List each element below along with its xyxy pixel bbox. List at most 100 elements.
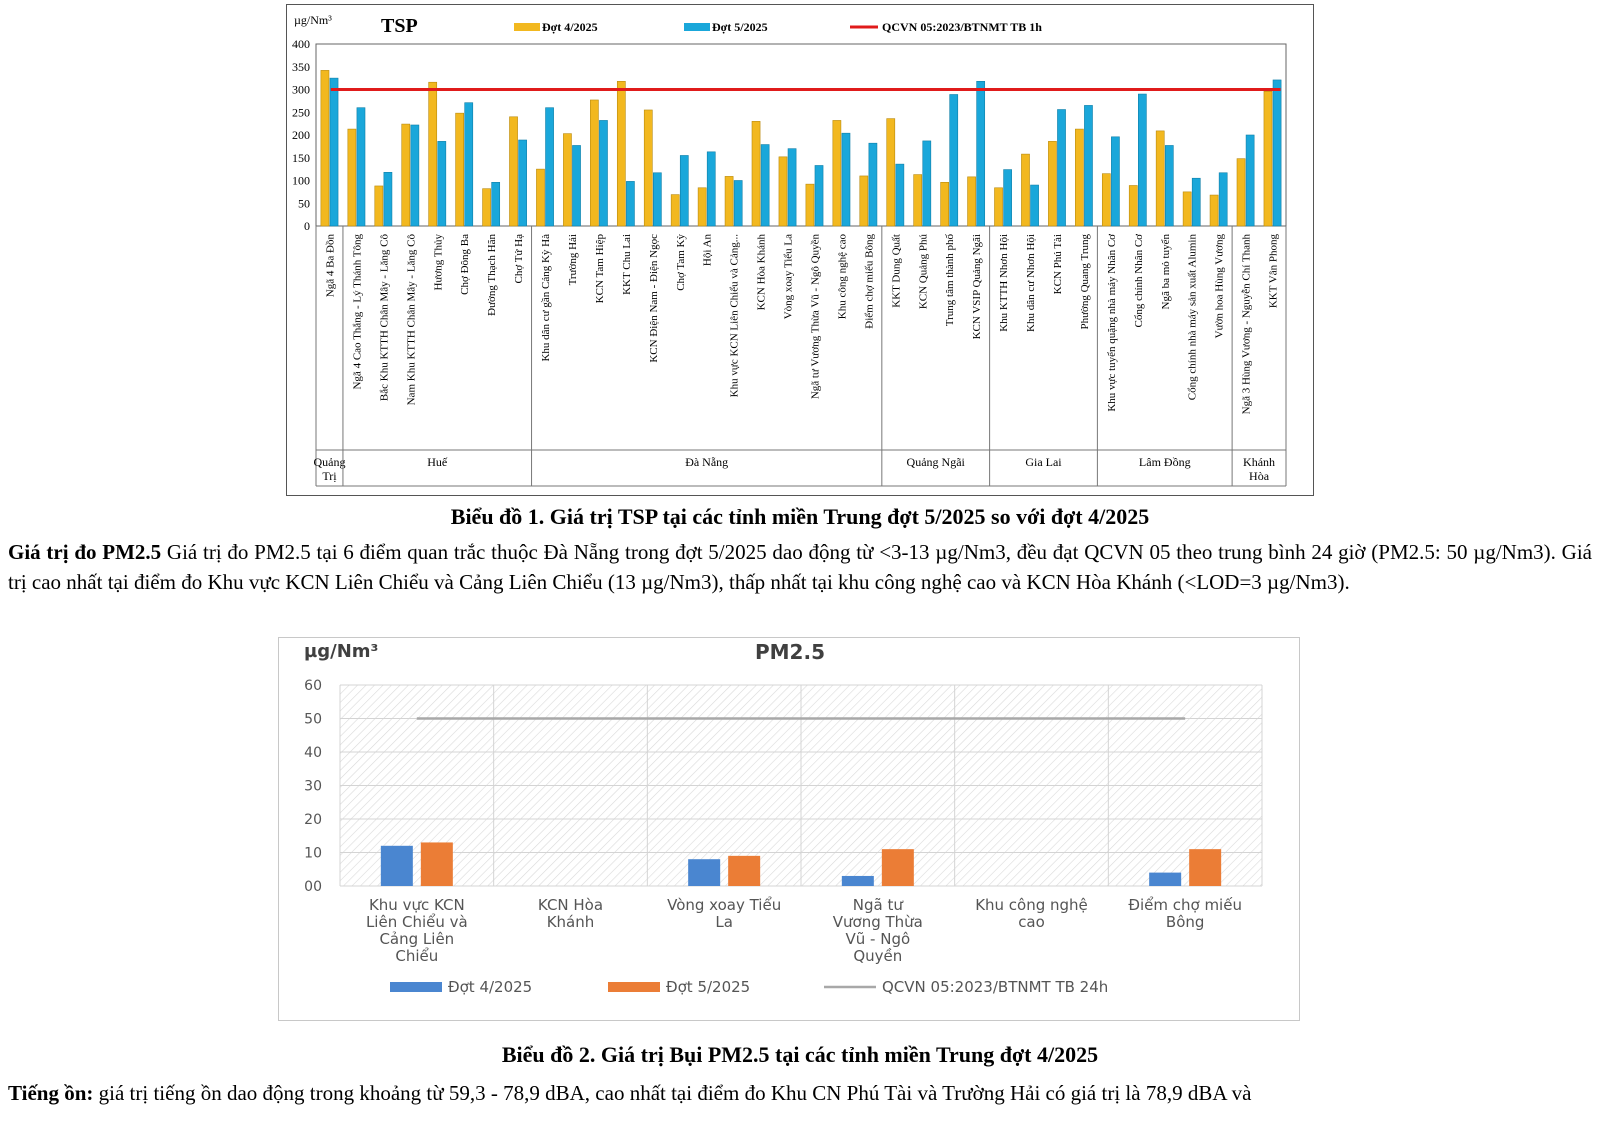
chart1-y-unit: µg/Nm³ [294,13,332,27]
chart1-bar-s1 [509,116,518,227]
chart1-bar-s2 [1272,79,1282,227]
chart1-bar-s2 [383,172,393,227]
chart1-y-tick-label: 250 [292,105,310,119]
chart1-bar-s1 [859,175,869,227]
chart1-bar-s1 [1182,191,1192,227]
chart2-category-line: Vương Thừa [833,913,923,931]
chart1-bar-s1 [590,99,599,227]
chart2-category-label: Vòng xoay Tiểu La [667,896,781,931]
chart1-bar-s1 [724,176,734,227]
chart2-legend-reflabel: QCVN 05:2023/BTNMT TB 24h [882,978,1108,996]
chart2-category-label: Khu vực KCN Liên Chiểu và Cảng Liên Chiểu [366,896,468,965]
chart1-legend-label-2: Đợt 5/2025 [712,20,768,34]
chart1-y-tick-label: 400 [292,37,310,51]
chart1-bar-s2 [922,140,932,227]
chart1-bar-s2 [976,81,986,227]
chart2-category-label: Điểm chợ miếu Bông [1128,896,1242,931]
chart1-plot-area [315,43,1287,227]
chart1-category-label: Khu vực KCN Liên Chiểu và Cảng... [729,234,741,398]
chart1-y-tick-label: 0 [304,219,310,233]
chart2-bar-s2 [420,842,453,886]
chart2-legend-swatch-2 [608,982,660,992]
chart2-category-line: Chiểu [395,947,438,965]
chart2-category-line: cao [1018,913,1045,931]
chart2-bar-s1 [1149,872,1182,886]
chart1-group-label: Gia Lai [1025,455,1062,469]
chart2-category-line: La [715,913,733,931]
chart2-y-tick-label: 40 [304,745,322,761]
chart1-bar-s2 [1057,109,1066,227]
chart1-bar-s1 [1101,173,1111,227]
chart2-y-tick-label: 00 [304,879,322,895]
chart2-bar-s1 [380,845,413,886]
chart2-bar-s1 [688,859,721,886]
chart1-bar-s1 [1128,185,1138,227]
tsp-chart-svg: 0 50 100 150 200 250 300 350 400 µg/Nm³ TSP Đợt 4/2… [286,4,1314,496]
chart1-group-label: Khánh [1243,455,1275,469]
chart1-category-label: Chợ Tam Kỳ [675,234,687,291]
chart1-category-label: Điểm chợ miếu Bông [863,234,875,329]
chart1-category-label: Phường Quang Trung [1079,234,1091,330]
chart1-bar-s1 [1263,91,1273,227]
chart2-bar-s1 [841,875,874,886]
chart2-y-tick-label: 50 [304,712,322,728]
chart1-bar-s1 [1075,128,1084,227]
chart1-bar-s1 [536,168,545,227]
chart1-y-tick-label: 100 [292,174,310,188]
chart1-group-label: Quảng [313,455,345,469]
chart2-y-tick-label: 60 [304,678,322,694]
chart1-category-label: KCN Hòa Khánh [756,234,768,311]
chart1-category-label: Ngã 4 Ba Đồn [324,234,336,298]
chart1-category-label: KKT Vân Phong [1268,234,1280,309]
pm25-chart-svg: 00 10 20 30 40 50 60 µg/Nm³ PM2.5 Khu vực KCN Liên… [278,637,1300,1021]
chart1-category-label: KCN Tam Hiệp [594,234,606,304]
chart1-group-label: Hòa [1249,469,1270,483]
chart1-category-label: KKT Chu Lai [621,234,633,295]
chart1-frame [286,4,1314,496]
chart2-legend-label-2: Đợt 5/2025 [666,978,750,996]
chart1-y-tick-label: 350 [292,60,310,74]
chart1-group-label: Trị [322,469,337,483]
chart1-bar-s2 [1164,145,1174,227]
chart1-bar-s2 [464,102,474,227]
chart1-bar-s1 [886,118,896,227]
chart2-category-line: Khánh [547,913,595,931]
chart1-legend-label-1: Đợt 4/2025 [542,20,598,34]
chart2-y-tick-label: 20 [304,812,322,828]
chart1-bar-s2 [329,77,339,227]
chart1-category-label: Khu vực tuyển quặng nhà máy Nhân Cơ [1106,234,1118,412]
chart1-bar-s2 [895,163,905,227]
chart1-category-label: Vườn hoa Hùng Vương [1214,234,1226,339]
chart1-legend-swatch-2 [684,23,710,31]
pm25-lead: Giá trị đo PM2.5 [8,540,162,564]
chart1-bar-s1 [1048,141,1057,227]
chart2-category-label: KCN Hòa Khánh [538,896,603,931]
chart1-bar-s1 [1236,158,1246,227]
pm25-text: Giá trị đo PM2.5 tại 6 điểm quan trắc th… [8,540,1592,594]
chart1-legend-swatch-1 [514,23,540,31]
chart1-category-label: Ngã 3 Hùng Vương - Nguyễn Chí Thanh [1241,234,1253,415]
chart1-category-label: KCN Phú Tài [1052,234,1064,294]
chart2-category-line: Ngã tư [853,896,905,914]
tsp-chart: 0 50 100 150 200 250 300 350 400 µg/Nm³ TSP Đợt 4/2… [286,4,1314,496]
chart1-bar-s2 [626,181,635,227]
chart1-bar-s1 [670,194,680,227]
chart1-category-label: KCN VSIP Quảng Ngãi [971,234,983,339]
chart1-bar-s1 [832,120,842,227]
pm25-chart: 00 10 20 30 40 50 60 µg/Nm³ PM2.5 Khu vực KCN Liên… [278,637,1300,1021]
chart1-y-tick-label: 50 [298,196,310,210]
chart1-bar-s1 [401,123,411,227]
chart1-category-label: KCN Quảng Phú [917,234,929,310]
chart2-category-label: Khu công nghệ cao [975,896,1088,931]
chart1-bar-s2 [356,107,366,227]
chart1-bar-s2 [1111,136,1120,227]
chart1-bar-s1 [482,188,491,227]
chart1-category-label: Khu dân cư Nhơn Hội [1025,234,1037,332]
chart1-bar-s1 [967,176,976,227]
chart2-title: PM2.5 [755,640,825,664]
chart1-bar-s2 [518,139,527,227]
chart2-y-tick-label: 30 [304,779,322,795]
chart1-category-label: KCN Điện Nam - Điện Ngọc [648,234,660,363]
chart1-y-tick-label: 300 [292,83,310,97]
chart1-y-tick-label: 200 [292,128,310,142]
